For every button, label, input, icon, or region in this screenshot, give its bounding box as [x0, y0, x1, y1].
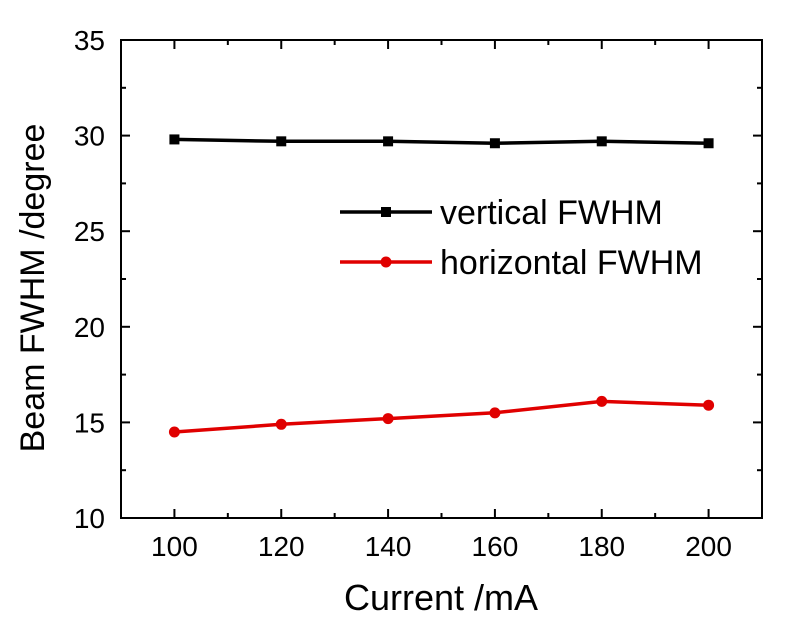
y-tick-label: 35: [74, 25, 105, 56]
legend-label: horizontal FWHM: [440, 244, 703, 282]
x-tick-label: 140: [365, 531, 412, 562]
data-point: [382, 413, 394, 425]
series-line-vertical: [174, 137, 709, 145]
series-layer: [168, 134, 715, 438]
series-line-horizontal: [174, 399, 709, 434]
y-tick-label: 10: [74, 503, 105, 534]
data-point: [489, 138, 500, 149]
data-point: [703, 138, 714, 149]
series-horizontal: [168, 395, 715, 438]
y-tick-label: 15: [74, 407, 105, 438]
data-point: [703, 399, 715, 411]
series-vertical: [169, 134, 714, 149]
legend-item-vertical: vertical FWHM: [340, 194, 663, 232]
data-point: [276, 136, 287, 147]
x-tick-label: 180: [578, 531, 625, 562]
data-point: [168, 426, 180, 438]
y-tick-label: 20: [74, 312, 105, 343]
data-point: [169, 134, 180, 145]
data-point: [489, 407, 501, 419]
y-tick-label: 30: [74, 121, 105, 152]
x-tick-label: 200: [685, 531, 732, 562]
data-point: [383, 136, 394, 147]
x-tick-label: 120: [258, 531, 305, 562]
y-axis-ticks: 10 15 20 25 30 35: [74, 25, 762, 534]
legend-item-horizontal: horizontal FWHM: [340, 244, 703, 282]
x-axis-ticks: 100 120 140 160 180 200: [151, 40, 732, 562]
x-tick-label: 100: [151, 531, 198, 562]
data-point: [596, 395, 608, 407]
data-point: [275, 418, 287, 430]
data-point: [380, 256, 392, 268]
legend-label: vertical FWHM: [440, 194, 663, 232]
y-tick-label: 25: [74, 216, 105, 247]
x-tick-label: 160: [472, 531, 519, 562]
x-axis-label: Current /mA: [344, 577, 538, 618]
legend: vertical FWHM horizontal FWHM: [340, 194, 703, 282]
data-point: [596, 136, 607, 147]
data-point: [381, 207, 391, 217]
y-axis-label: Beam FWHM /degree: [14, 124, 52, 453]
